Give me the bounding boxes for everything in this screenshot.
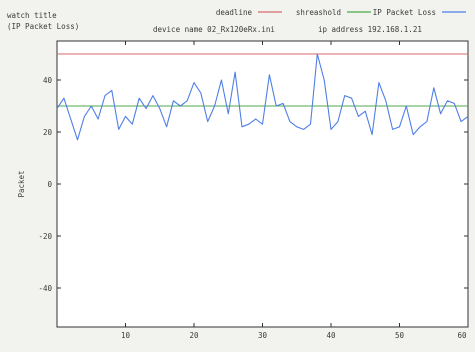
x-tick-label: 10 [121, 331, 131, 340]
plot-frame [56, 40, 469, 328]
series-layer [56, 53, 469, 141]
y-tick-label: 40 [43, 76, 53, 85]
series-line-ip-packet-loss [56, 53, 469, 141]
legend-label: IP Packet Loss [373, 8, 436, 17]
y-tick-label: -20 [38, 232, 52, 241]
y-tick-label: 0 [47, 180, 52, 189]
x-tick-label: 20 [189, 331, 199, 340]
ip-address: ip address 192.168.1.21 [318, 25, 422, 34]
x-tick-label: 30 [258, 331, 268, 340]
legend-label: deadline [216, 8, 253, 17]
y-tick-label: 20 [43, 128, 53, 137]
watch-title-line1: watch title [7, 11, 57, 20]
legend-label: shreashold [296, 8, 341, 17]
x-tick-label: 60 [457, 331, 467, 340]
watch-title-line2: (IP Packet Loss) [7, 22, 79, 31]
device-name: device name 02_Rx120eRx.ini [153, 25, 275, 34]
y-axis-label: Packet [17, 170, 26, 197]
x-tick-label: 50 [395, 331, 405, 340]
y-tick-label: -40 [38, 284, 52, 293]
tick-layer: -40 -20 0 20 40 10 20 30 40 50 60 [38, 41, 469, 340]
x-tick-label: 40 [326, 331, 336, 340]
legend: deadline shreashold IP Packet Loss [216, 8, 466, 17]
